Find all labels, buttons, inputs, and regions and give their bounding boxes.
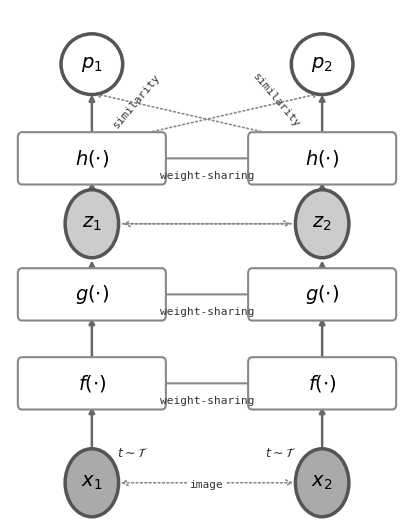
- Ellipse shape: [65, 190, 118, 258]
- Text: $z_2$: $z_2$: [312, 215, 331, 233]
- FancyBboxPatch shape: [247, 268, 395, 320]
- FancyBboxPatch shape: [18, 357, 166, 410]
- Ellipse shape: [295, 449, 348, 517]
- Text: $g(\cdot)$: $g(\cdot)$: [75, 283, 109, 306]
- Text: $t \sim \mathcal{T}$: $t \sim \mathcal{T}$: [265, 448, 296, 460]
- Text: weight-sharing: weight-sharing: [159, 397, 254, 407]
- Text: weight-sharing: weight-sharing: [159, 308, 254, 318]
- Text: $h(\cdot)$: $h(\cdot)$: [75, 148, 109, 169]
- Text: $p_2$: $p_2$: [311, 55, 332, 74]
- Text: $x_2$: $x_2$: [311, 473, 332, 492]
- Text: $x_1$: $x_1$: [81, 473, 102, 492]
- Text: image: image: [190, 480, 223, 490]
- Text: $g(\cdot)$: $g(\cdot)$: [304, 283, 338, 306]
- FancyBboxPatch shape: [18, 268, 166, 320]
- Text: $h(\cdot)$: $h(\cdot)$: [304, 148, 338, 169]
- Ellipse shape: [61, 34, 122, 95]
- Text: weight-sharing: weight-sharing: [159, 171, 254, 181]
- Text: similarity: similarity: [251, 72, 302, 130]
- FancyBboxPatch shape: [247, 132, 395, 185]
- Text: $p_1$: $p_1$: [81, 55, 102, 74]
- FancyBboxPatch shape: [247, 357, 395, 410]
- FancyBboxPatch shape: [18, 132, 166, 185]
- Text: $z_1$: $z_1$: [82, 215, 102, 233]
- Text: $f(\cdot)$: $f(\cdot)$: [307, 373, 336, 394]
- Ellipse shape: [291, 34, 352, 95]
- Text: similarity: similarity: [111, 72, 162, 130]
- Ellipse shape: [295, 190, 348, 258]
- Text: $f(\cdot)$: $f(\cdot)$: [77, 373, 106, 394]
- Text: $t \sim \mathcal{T}$: $t \sim \mathcal{T}$: [117, 448, 148, 460]
- Ellipse shape: [65, 449, 118, 517]
